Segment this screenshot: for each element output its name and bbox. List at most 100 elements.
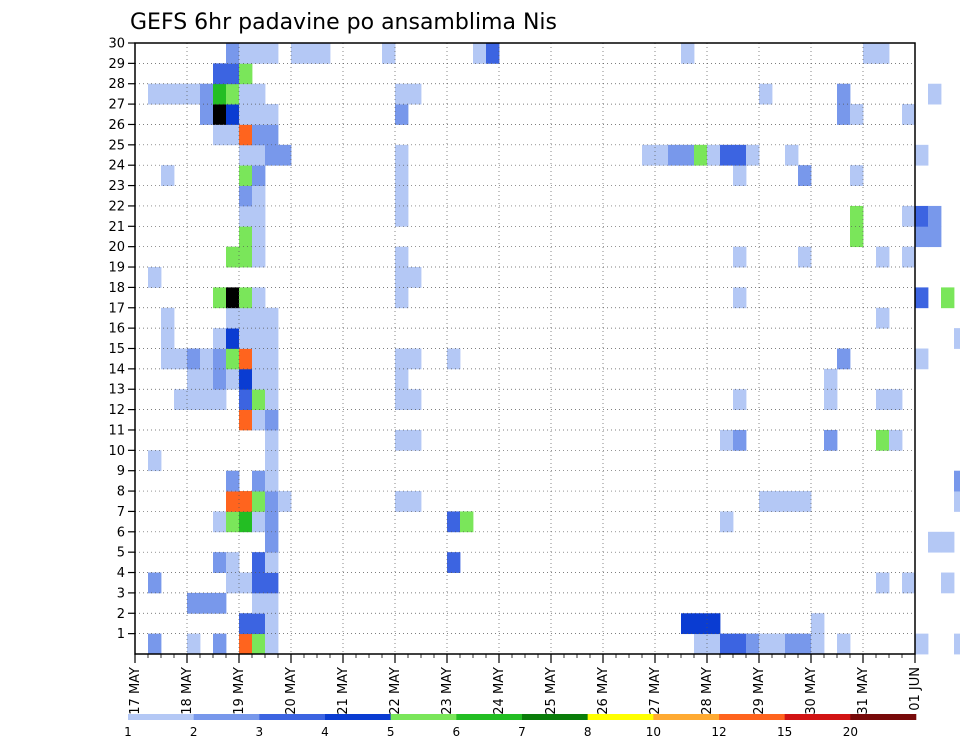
heatmap-cell [824,389,838,410]
heatmap-cell [733,246,747,268]
heatmap-cell [863,43,877,64]
heatmap-cell [213,287,227,309]
heatmap-cell [915,287,929,309]
heatmap-cell [785,491,799,512]
heatmap-cell [291,43,305,64]
heatmap-cell [252,613,266,635]
heatmap-cell [720,429,734,451]
heatmap-cell [395,246,409,268]
heatmap-cell [733,144,747,166]
heatmap-cell [954,491,960,512]
colorbar-swatch [653,714,720,720]
y-tick-label: 18 [108,281,125,296]
heatmap-cell [447,348,461,370]
heatmap-cell [395,429,409,451]
heatmap-cell [239,409,253,431]
heatmap-cell [265,104,279,125]
heatmap-cell [785,633,799,655]
heatmap-cell [265,43,279,64]
heatmap-cell [226,307,240,329]
heatmap-cell [954,470,960,492]
heatmap-cell [252,368,266,390]
heatmap-cell [239,287,253,309]
y-tick-label: 1 [117,627,125,642]
heatmap-cell [265,409,279,431]
heatmap-cell [928,83,942,105]
colorbar-label: 2 [190,725,198,739]
heatmap-cell [252,185,266,207]
heatmap-cell [395,368,409,390]
heatmap-cell [252,124,266,146]
y-tick-label: 23 [108,179,125,194]
heatmap-cell [928,226,942,248]
x-tick-label: 17 MAY [128,667,143,715]
heatmap-cell [915,633,929,655]
y-tick-label: 12 [108,403,125,418]
colorbar-swatch [193,714,260,720]
heatmap-cell [395,144,409,166]
chart-title: GEFS 6hr padavine po ansamblima Nis [130,10,557,35]
y-tick-label: 28 [108,77,125,92]
heatmap-cell [707,633,721,655]
heatmap-cell [226,63,240,85]
heatmap-cell [889,389,903,410]
heatmap-cell [902,572,916,594]
heatmap-cell [837,104,851,125]
y-axis: 1234567891011121314151617181920212223242… [108,37,135,642]
heatmap-cell [239,104,253,125]
heatmap-cell [473,43,487,64]
heatmap-cell [733,165,747,186]
heatmap-cell [447,552,461,573]
colorbar-label: 1 [124,725,132,739]
colorbar-swatch [128,714,194,720]
heatmap-cell [759,83,773,105]
x-tick-label: 19 MAY [232,667,247,715]
y-tick-label: 29 [108,57,125,72]
heatmap-cell [772,633,786,655]
heatmap-cell [252,205,266,227]
colorbar-label: 10 [646,725,661,739]
heatmap-cell [746,144,760,166]
heatmap-cell [746,633,760,655]
colorbar-swatch [390,714,457,720]
heatmap-cell [941,572,955,594]
heatmap-cell [265,592,279,614]
y-tick-label: 2 [117,607,125,622]
heatmap-cell [811,633,825,655]
heatmap-cell [239,124,253,146]
heatmap-cell [850,104,864,125]
heatmap-cell [239,368,253,390]
y-tick-label: 9 [117,464,125,479]
heatmap-cell [850,226,864,248]
heatmap-cell [226,470,240,492]
heatmap-cell [265,348,279,370]
heatmap-cell [785,144,799,166]
heatmap-cell [213,552,227,573]
y-tick-label: 5 [117,546,125,561]
y-tick-label: 13 [108,383,125,398]
heatmap-cell [681,43,695,64]
heatmap-cell [902,205,916,227]
heatmap-cell [707,144,721,166]
heatmap-cell [239,572,253,594]
heatmap-cell [720,511,734,533]
colorbar-legend: 1 2 3 4 5 6 7 8 10 12 15 20 [124,714,917,739]
heatmap-cell [174,389,188,410]
heatmap-cell [265,389,279,410]
heatmap-cell [252,470,266,492]
heatmap-cell [954,328,960,349]
heatmap-cell [252,348,266,370]
heatmap-cell [226,572,240,594]
heatmap-cell [213,389,227,410]
heatmap-cell [213,63,227,85]
colorbar-label: 15 [777,725,792,739]
heatmap-cell [876,429,890,451]
heatmap-cell [642,144,656,166]
x-tick-label: 21 MAY [336,667,351,715]
x-tick-label: 24 MAY [492,667,507,715]
colorbar-label: 7 [518,725,526,739]
heatmap-cell [239,511,253,533]
heatmap-cell [876,389,890,410]
x-tick-label: 22 MAY [388,667,403,715]
